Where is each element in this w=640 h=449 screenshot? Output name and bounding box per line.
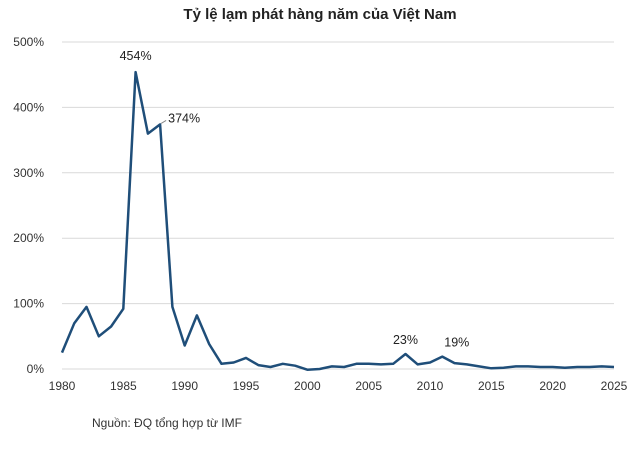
- data-line: [60, 70, 615, 371]
- x-tick-label-1980: 1980: [49, 379, 76, 393]
- x-tick-label-1995: 1995: [233, 379, 260, 393]
- data-label-1988: 374%: [168, 111, 200, 125]
- data-label-2011: 19%: [444, 336, 469, 350]
- x-tick-label-2015: 2015: [478, 379, 505, 393]
- y-tick-label-0: 0%: [27, 362, 45, 376]
- x-tick-label-2025: 2025: [601, 379, 628, 393]
- x-tick-label-1990: 1990: [171, 379, 198, 393]
- y-tick-label-100: 100%: [13, 297, 44, 311]
- chart-title: Tỷ lệ lạm phát hàng năm của Việt Nam: [183, 6, 457, 23]
- x-tick-label-2000: 2000: [294, 379, 321, 393]
- y-tick-label-500: 500%: [13, 35, 44, 49]
- y-tick-label-300: 300%: [13, 166, 44, 180]
- x-tick-label-1985: 1985: [110, 379, 137, 393]
- x-tick-label-2005: 2005: [355, 379, 382, 393]
- x-tick-label-2010: 2010: [417, 379, 444, 393]
- x-tick-label-2020: 2020: [539, 379, 566, 393]
- y-tick-label-400: 400%: [13, 100, 44, 114]
- data-label-2008: 23%: [393, 333, 418, 347]
- source-note: Nguồn: ĐQ tổng hợp từ IMF: [92, 416, 242, 430]
- y-tick-label-200: 200%: [13, 231, 44, 245]
- annotation-leader-1988: [160, 119, 167, 124]
- data-label-1986: 454%: [120, 49, 152, 63]
